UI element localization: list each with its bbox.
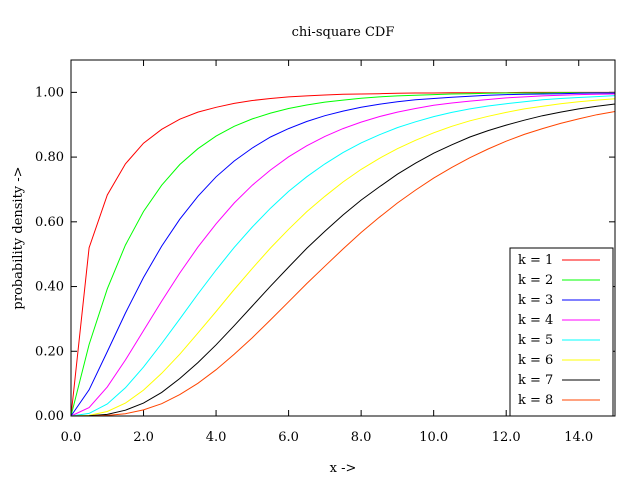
x-axis-label: x ->	[330, 461, 357, 476]
x-tick-label: 2.0	[133, 430, 154, 445]
series-line	[70, 92, 615, 417]
x-tick-label: 8.0	[351, 430, 372, 445]
plot-area	[70, 91, 616, 417]
legend: k = 1 k = 2 k = 3 k = 4 k = 5 k = 6 k = 7 k = 8	[509, 247, 614, 417]
legend-label: k = 3	[518, 293, 553, 308]
plot-frame	[70, 59, 616, 417]
legend-box	[509, 247, 614, 417]
series-line	[70, 95, 616, 417]
y-tick-label: 0.60	[35, 215, 64, 230]
y-tick-label: 0.80	[35, 150, 64, 165]
series-line	[70, 91, 615, 417]
legend-label: k = 8	[518, 393, 553, 408]
legend-label: k = 5	[518, 333, 553, 348]
y-tick-label: 1.00	[35, 85, 64, 100]
series-line	[70, 92, 615, 417]
legend-label: k = 7	[518, 373, 553, 388]
series-line	[70, 93, 616, 417]
axis-ticks: 0.0 2.0 4.0 6.0 8.0 10.0 12.0 14.0 0.00 0.20 0.40 0…	[35, 60, 615, 445]
x-tick-label: 10.0	[419, 430, 448, 445]
legend-label: k = 6	[518, 353, 553, 368]
y-axis-label: probability density ->	[11, 166, 26, 309]
x-tick-label: 6.0	[278, 430, 299, 445]
series-line	[71, 111, 616, 417]
x-tick-label: 12.0	[492, 430, 521, 445]
y-tick-label: 0.00	[35, 409, 64, 424]
y-tick-label: 0.40	[35, 280, 64, 295]
legend-label: k = 4	[518, 313, 553, 328]
series-line	[70, 98, 616, 417]
x-tick-label: 14.0	[564, 430, 593, 445]
series-line	[70, 103, 616, 417]
y-tick-label: 0.20	[35, 344, 64, 359]
x-tick-label: 0.0	[61, 430, 82, 445]
legend-label: k = 2	[518, 273, 553, 288]
chart-title: chi-square CDF	[292, 25, 395, 40]
x-tick-label: 4.0	[206, 430, 227, 445]
legend-label: k = 1	[518, 253, 553, 268]
